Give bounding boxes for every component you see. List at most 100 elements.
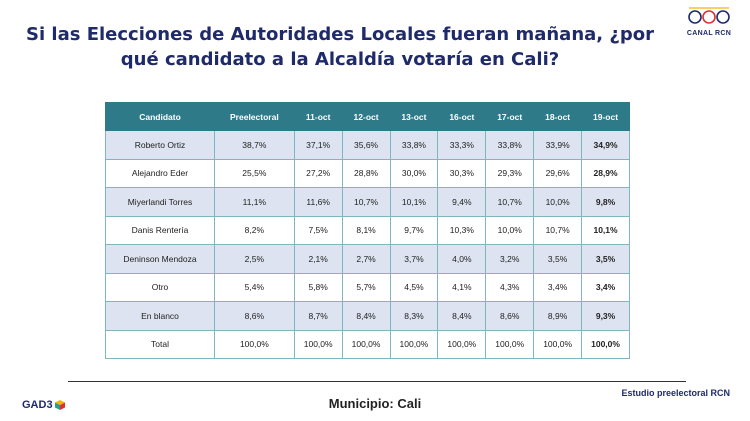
value-cell: 100,0% (341, 329, 391, 359)
value-cell: 10,7% (341, 187, 391, 217)
value-cell: 8,1% (341, 215, 391, 245)
table-row: Otro 5,4% 5,8% 5,7% 4,5% 4,1% 4,3% 3,4% 3,4% (105, 272, 630, 302)
value-cell: 3,4% (533, 272, 583, 302)
value-cell: 5,8% (293, 272, 343, 302)
value-cell: 9,4% (437, 187, 487, 217)
value-cell: 33,9% (533, 130, 583, 160)
value-cell: 8,6% (214, 301, 295, 331)
value-cell: 100,0% (581, 329, 630, 359)
rcn-logo-icon (688, 7, 730, 24)
value-cell: 10,0% (533, 187, 583, 217)
value-cell: 8,4% (437, 301, 487, 331)
value-cell: 10,7% (485, 187, 535, 217)
value-cell: 9,3% (581, 301, 630, 331)
value-cell: 30,0% (389, 158, 439, 188)
table-row: Alejandro Eder 25,5% 27,2% 28,8% 30,0% 30,3% 2… (105, 158, 630, 188)
value-cell: 28,8% (341, 158, 391, 188)
value-cell: 10,3% (437, 215, 487, 245)
cube-icon (54, 400, 65, 410)
value-cell: 33,8% (389, 130, 439, 160)
value-cell: 8,6% (485, 301, 535, 331)
value-cell: 33,8% (485, 130, 535, 160)
value-cell: 3,5% (533, 244, 583, 274)
value-cell: 4,5% (389, 272, 439, 302)
value-cell: 8,4% (341, 301, 391, 331)
column-header: 16-oct (437, 102, 487, 131)
value-cell: 25,5% (214, 158, 295, 188)
value-cell: 11,6% (293, 187, 343, 217)
rcn-logo: CANAL RCN (678, 4, 740, 37)
column-header: Candidato (105, 102, 215, 131)
value-cell: 3,4% (581, 272, 630, 302)
municipio-label: Municipio: Cali (328, 396, 422, 411)
candidate-cell: Alejandro Eder (105, 158, 215, 188)
column-header: 18-oct (533, 102, 583, 131)
table-row: En blanco 8,6% 8,7% 8,4% 8,3% 8,4% 8,6% 8,9% 9,3… (105, 301, 630, 331)
table-row: Total 100,0% 100,0% 100,0% 100,0% 100,0% 100,0… (105, 329, 630, 359)
value-cell: 3,7% (389, 244, 439, 274)
table-header-row: Candidato Preelectoral 11-oct 12-oct 13-oct 1… (105, 102, 630, 131)
logo-text: CANAL RCN (686, 30, 732, 37)
value-cell: 3,2% (485, 244, 535, 274)
table-row: Miyerlandi Torres 11,1% 11,6% 10,7% 10,1% 9,4… (105, 187, 630, 217)
page-title: Si las Elecciones de Autoridades Locales… (26, 24, 654, 70)
value-cell: 38,7% (214, 130, 295, 160)
value-cell: 3,5% (581, 244, 630, 274)
table-row: Danis Rentería 8,2% 7,5% 8,1% 9,7% 10,3% 10,0%… (105, 215, 630, 245)
value-cell: 10,0% (485, 215, 535, 245)
gad3-logo-text: GAD3 (22, 399, 53, 411)
value-cell: 34,9% (581, 130, 630, 160)
value-cell: 2,5% (214, 244, 295, 274)
table-row: Roberto Ortiz 38,7% 37,1% 35,6% 33,8% 33,3% 33… (105, 130, 630, 160)
estudio-label: Estudio preelectoral RCN (621, 388, 730, 398)
gad3-logo: GAD3 (22, 399, 65, 411)
table-row: Deninson Mendoza 2,5% 2,1% 2,7% 3,7% 4,0% 3,2%… (105, 244, 630, 274)
value-cell: 100,0% (485, 329, 535, 359)
value-cell: 28,9% (581, 158, 630, 188)
value-cell: 5,4% (214, 272, 295, 302)
value-cell: 2,7% (341, 244, 391, 274)
value-cell: 29,6% (533, 158, 583, 188)
value-cell: 8,7% (293, 301, 343, 331)
value-cell: 2,1% (293, 244, 343, 274)
column-header: 19-oct (581, 102, 630, 131)
value-cell: 30,3% (437, 158, 487, 188)
value-cell: 10,1% (389, 187, 439, 217)
column-header: Preelectoral (214, 102, 295, 131)
value-cell: 27,2% (293, 158, 343, 188)
value-cell: 4,1% (437, 272, 487, 302)
candidate-cell: Total (105, 329, 215, 359)
candidate-cell: Danis Rentería (105, 215, 215, 245)
value-cell: 33,3% (437, 130, 487, 160)
column-header: 12-oct (341, 102, 391, 131)
value-cell: 9,7% (389, 215, 439, 245)
value-cell: 100,0% (389, 329, 439, 359)
candidate-cell: Otro (105, 272, 215, 302)
candidate-cell: Miyerlandi Torres (105, 187, 215, 217)
value-cell: 37,1% (293, 130, 343, 160)
value-cell: 100,0% (533, 329, 583, 359)
footer-divider (68, 381, 686, 382)
candidate-cell: Roberto Ortiz (105, 130, 215, 160)
value-cell: 100,0% (214, 329, 295, 359)
value-cell: 5,7% (341, 272, 391, 302)
table-body: Roberto Ortiz 38,7% 37,1% 35,6% 33,8% 33,3% 33… (105, 130, 630, 359)
value-cell: 11,1% (214, 187, 295, 217)
value-cell: 8,9% (533, 301, 583, 331)
value-cell: 9,8% (581, 187, 630, 217)
column-header: 13-oct (389, 102, 439, 131)
value-cell: 100,0% (437, 329, 487, 359)
candidate-cell: En blanco (105, 301, 215, 331)
value-cell: 35,6% (341, 130, 391, 160)
value-cell: 10,7% (533, 215, 583, 245)
value-cell: 29,3% (485, 158, 535, 188)
results-table: Candidato Preelectoral 11-oct 12-oct 13-oct 1… (105, 102, 630, 359)
value-cell: 8,2% (214, 215, 295, 245)
value-cell: 4,0% (437, 244, 487, 274)
value-cell: 7,5% (293, 215, 343, 245)
value-cell: 100,0% (293, 329, 343, 359)
value-cell: 4,3% (485, 272, 535, 302)
value-cell: 8,3% (389, 301, 439, 331)
column-header: 17-oct (485, 102, 535, 131)
candidate-cell: Deninson Mendoza (105, 244, 215, 274)
